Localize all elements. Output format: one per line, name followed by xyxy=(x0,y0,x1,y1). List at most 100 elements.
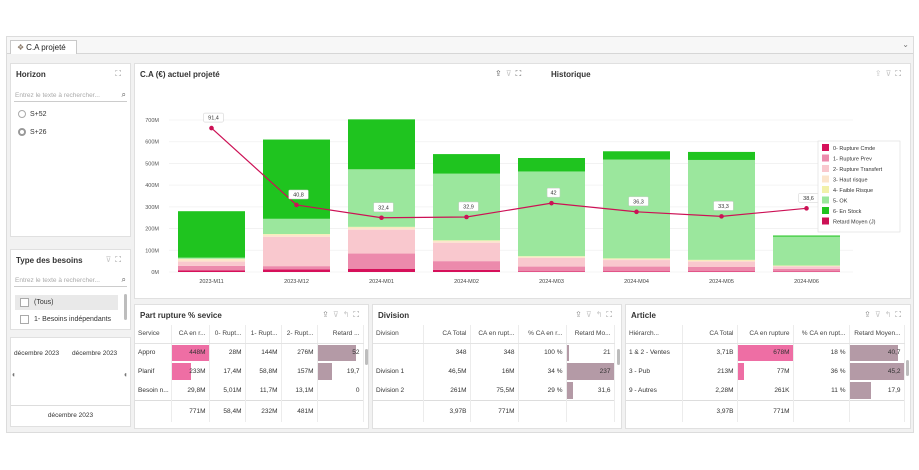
table-row[interactable]: 1 & 2 - Ventes 3,71B 678M 18 % 40,7 xyxy=(626,343,905,362)
table-cell: 3,71B xyxy=(682,343,738,362)
maximize-icon[interactable]: ⛶ xyxy=(895,310,905,319)
legend-label: 1- Rupture Prev xyxy=(833,157,872,163)
column-header[interactable]: Hiérarch... xyxy=(626,325,683,344)
horizon-search-input[interactable]: Entrez le texte à rechercher... ⌕ xyxy=(14,90,127,102)
bar-segment xyxy=(263,269,330,272)
table-row[interactable]: Besoin n... 29,8M 5,01M 11,7M 13,1M 0 xyxy=(135,381,364,400)
total-cell xyxy=(626,399,683,422)
cell-bar xyxy=(849,363,903,380)
totals-row: 3,97B 771M xyxy=(373,399,615,422)
export-icon[interactable]: ⇪ xyxy=(495,69,506,78)
table-cell: 448M xyxy=(171,343,210,362)
radio-option-s26[interactable]: S+26 xyxy=(18,128,47,136)
column-header[interactable]: Retard Moyen... xyxy=(849,325,905,344)
legend-label: 2- Rupture Transfert xyxy=(833,167,883,173)
column-header[interactable]: Division xyxy=(373,325,424,344)
column-header[interactable]: Service xyxy=(135,325,172,344)
clear-filter-icon[interactable]: ⊽ xyxy=(585,310,596,319)
dashboard-window: ❖ C.A projeté ⌄ Horizon ⛶ Entrez le texte… xyxy=(6,36,914,433)
column-header[interactable]: CA en r... xyxy=(171,325,210,344)
export-icon[interactable]: ⇪ xyxy=(874,69,886,78)
checkbox[interactable] xyxy=(20,315,29,324)
checkbox[interactable] xyxy=(20,298,29,307)
bar-segment xyxy=(603,151,670,160)
column-header[interactable]: Retard ... xyxy=(317,325,364,344)
column-header[interactable]: CA Total xyxy=(682,325,738,344)
tab-ca-projete[interactable]: ❖ C.A projeté xyxy=(10,40,77,54)
maximize-icon[interactable]: ⛶ xyxy=(515,69,526,78)
article-panel: Article ⇪⊽↰⛶ Hiérarch... CA Total CA en ru… xyxy=(625,304,911,429)
clear-filter-icon[interactable]: ⊽ xyxy=(505,69,516,78)
column-header[interactable]: % CA en rupt... xyxy=(793,325,850,344)
export-icon[interactable]: ⇪ xyxy=(864,310,875,319)
vertical-scrollbar[interactable] xyxy=(365,349,368,365)
table-row[interactable]: Division 2 261M 75,5M 29 % 31,6 xyxy=(373,381,615,400)
vertical-scrollbar[interactable] xyxy=(617,349,620,365)
table-row[interactable]: 3 - Pub 213M 77M 36 % 45,2 xyxy=(626,362,905,381)
maximize-icon[interactable]: ⛶ xyxy=(606,310,616,319)
table-row[interactable]: 9 - Autres 2,28M 261K 11 % 17,9 xyxy=(626,381,905,400)
data-label: 38,6 xyxy=(803,196,814,202)
x-tick-label: 2024-M04 xyxy=(624,279,649,285)
maximize-icon[interactable]: ⛶ xyxy=(353,310,363,319)
column-header[interactable]: 2- Rupt... xyxy=(281,325,318,344)
cell-value: 3,71B xyxy=(716,349,734,357)
column-header[interactable]: CA Total xyxy=(423,325,471,344)
maximize-icon[interactable]: ⛶ xyxy=(115,69,125,78)
table-cell: 52 xyxy=(317,343,364,362)
range-left-handle-icon[interactable]: ◖ xyxy=(11,370,16,379)
checkbox-item-besoins-independants[interactable]: 1- Besoins indépendants xyxy=(15,312,118,327)
table-header-row: Service CA en r... 0- Rupt... 1- Rupt... 2- … xyxy=(135,325,364,344)
drill-up-icon[interactable]: ↰ xyxy=(595,310,607,319)
column-header[interactable]: 0- Rupt... xyxy=(209,325,246,344)
data-label: 33,3 xyxy=(718,204,729,210)
vertical-scrollbar[interactable] xyxy=(124,294,127,320)
search-icon[interactable]: ⌕ xyxy=(121,275,126,284)
search-icon[interactable]: ⌕ xyxy=(121,90,126,99)
y-tick-label: 700M xyxy=(145,118,159,124)
maximize-icon[interactable]: ⛶ xyxy=(895,69,905,78)
totals-row: 771M 58,4M 232M 481M xyxy=(135,399,364,422)
total-cell: 3,97B xyxy=(682,399,738,422)
table-cell: 13,1M xyxy=(281,381,318,400)
clear-filter-icon[interactable]: ⊽ xyxy=(105,255,116,264)
table-row[interactable]: Division 1 46,5M 16M 34 % 237 xyxy=(373,362,615,381)
checkbox-item-tous[interactable]: (Tous) xyxy=(15,295,118,310)
column-header[interactable]: CA en rupt... xyxy=(470,325,519,344)
table-row[interactable]: Planif 233M 17,4M 58,8M 157M 19,7 xyxy=(135,362,364,381)
table-cell: 100 % xyxy=(518,343,567,362)
table-cell: Besoin n... xyxy=(135,381,172,400)
table-cell: 18 % xyxy=(793,343,850,362)
column-header[interactable]: % CA en r... xyxy=(518,325,567,344)
table-cell: 58,8M xyxy=(245,362,282,381)
bar-segment xyxy=(178,211,245,258)
cell-value: 213M xyxy=(717,368,734,375)
chevron-down-icon[interactable]: ⌄ xyxy=(902,40,909,49)
cell-value: 13,1M xyxy=(295,386,314,394)
column-header[interactable]: 1- Rupt... xyxy=(245,325,282,344)
data-label: 42 xyxy=(550,191,556,197)
vertical-scrollbar[interactable] xyxy=(906,360,909,376)
column-header[interactable]: Retard Mo... xyxy=(566,325,615,344)
total-cell: 232M xyxy=(245,399,282,422)
column-header[interactable]: CA en rupture xyxy=(737,325,794,344)
total-cell xyxy=(849,399,905,422)
type-besoins-search-input[interactable]: Entrez le texte à rechercher... ⌕ xyxy=(14,275,127,287)
clear-filter-icon[interactable]: ⊽ xyxy=(332,310,343,319)
table-row[interactable]: 348 348 100 % 21 xyxy=(373,343,615,362)
cell-value: 678M xyxy=(773,349,790,357)
clear-filter-icon[interactable]: ⊽ xyxy=(885,69,896,78)
drill-up-icon[interactable]: ↰ xyxy=(342,310,354,319)
range-right-handle-icon[interactable]: ◖ xyxy=(123,370,128,379)
table-cell: 29 % xyxy=(518,381,567,400)
export-icon[interactable]: ⇪ xyxy=(322,310,333,319)
y-tick-label: 600M xyxy=(145,140,159,146)
clear-filter-icon[interactable]: ⊽ xyxy=(874,310,885,319)
maximize-icon[interactable]: ⛶ xyxy=(115,255,125,264)
drill-up-icon[interactable]: ↰ xyxy=(884,310,896,319)
data-label: 32,4 xyxy=(378,205,389,211)
x-tick-label: 2024-M05 xyxy=(709,279,734,285)
export-icon[interactable]: ⇪ xyxy=(575,310,586,319)
radio-option-s52[interactable]: S+52 xyxy=(18,110,47,118)
table-row[interactable]: Appro 448M 28M 144M 276M 52 xyxy=(135,343,364,362)
